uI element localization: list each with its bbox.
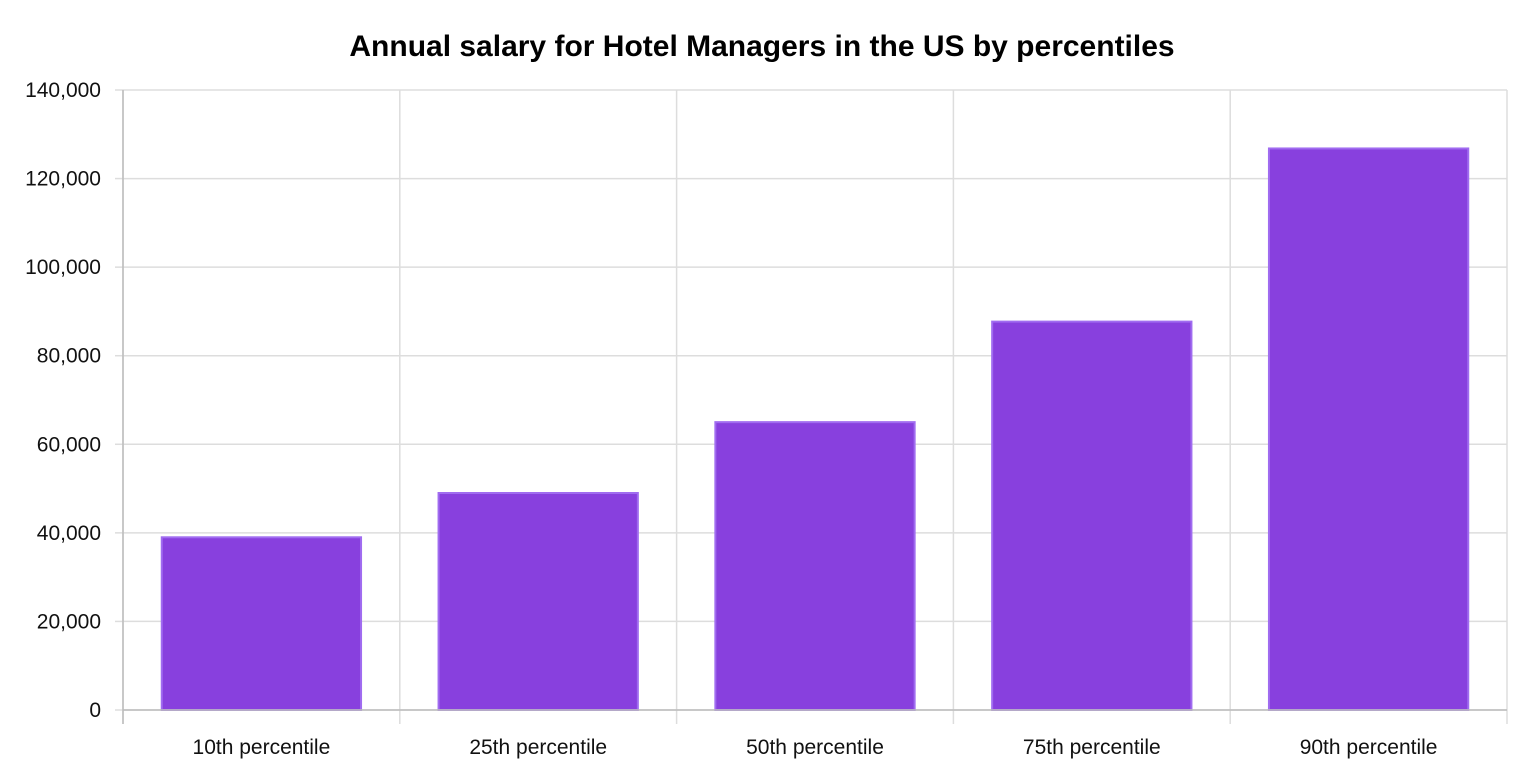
- bars: [160, 147, 1470, 711]
- y-tick-label: 40,000: [37, 522, 101, 545]
- bar: [437, 492, 639, 711]
- x-tick-label: 75th percentile: [1023, 736, 1161, 759]
- y-tick-label: 80,000: [37, 345, 101, 368]
- y-tick-label: 140,000: [25, 79, 101, 102]
- chart-title: Annual salary for Hotel Managers in the …: [349, 30, 1175, 63]
- bar: [160, 536, 363, 711]
- bar: [1267, 147, 1470, 711]
- x-tick-label: 25th percentile: [469, 736, 607, 759]
- axes: [122, 90, 1507, 724]
- y-tick-label: 60,000: [37, 433, 101, 456]
- y-tick-label: 100,000: [25, 256, 101, 279]
- x-tick-label: 10th percentile: [193, 736, 331, 759]
- bar: [991, 320, 1193, 711]
- x-tick-label: 90th percentile: [1300, 736, 1438, 759]
- y-tick-label: 120,000: [25, 168, 101, 191]
- x-tick-label: 50th percentile: [746, 736, 884, 759]
- y-tick-label: 20,000: [37, 610, 101, 633]
- y-tick-label: 0: [89, 699, 101, 722]
- bar: [714, 421, 916, 711]
- tick-labels: 0 20,000 40,000 60,000 80,000 100,000 120,000 1…: [25, 79, 1437, 759]
